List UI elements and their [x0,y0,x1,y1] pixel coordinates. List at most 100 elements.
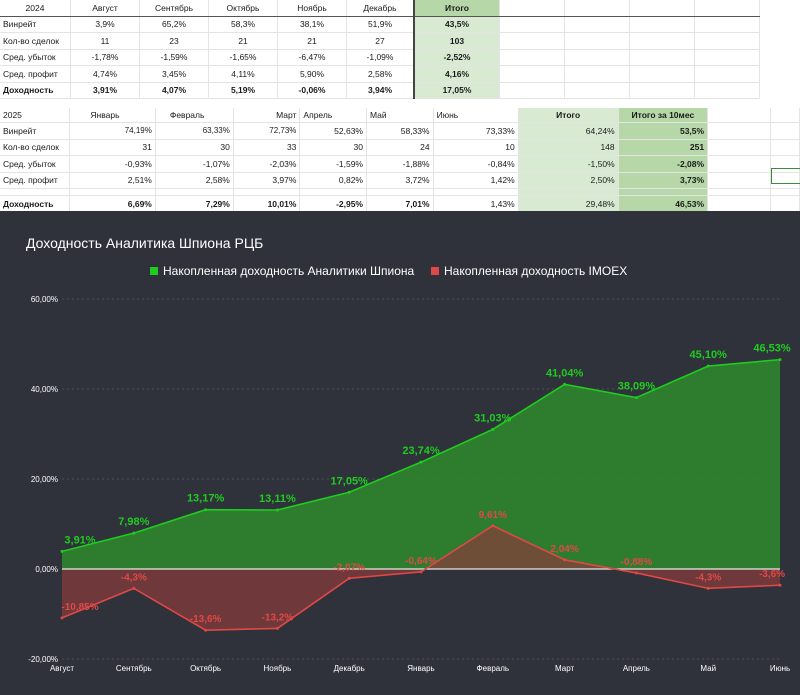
empty-cell[interactable] [694,65,760,83]
row-label[interactable]: Сред. профит [0,172,71,189]
total10-cell[interactable]: 251 [618,139,709,156]
empty-cell[interactable] [770,195,800,213]
cell[interactable]: 3,9% [70,16,140,33]
cell[interactable]: 51,9% [346,16,415,33]
cell[interactable]: 11 [70,32,140,50]
cell[interactable]: -1,07% [155,155,234,173]
row-label[interactable]: Сред. убыток [0,155,71,173]
total10-cell[interactable]: 3,73% [618,172,709,189]
empty-cell[interactable] [499,65,565,83]
empty-cell[interactable] [629,16,695,33]
total-cell[interactable]: 2,50% [518,172,619,189]
month-header[interactable]: Август [70,0,140,17]
cell[interactable]: 4,07% [139,82,209,99]
cell[interactable]: 65,2% [139,16,209,33]
month-header[interactable]: Февраль [155,108,234,123]
cell[interactable]: 2,58% [155,172,234,189]
total10-cell[interactable]: 53,5% [618,122,709,140]
total-cell[interactable]: 17,05% [414,82,500,99]
empty-cell[interactable] [770,108,800,123]
empty-cell[interactable] [69,188,156,196]
empty-cell[interactable] [499,16,565,33]
total-cell[interactable]: 4,16% [414,65,500,83]
cell[interactable]: 21 [208,32,278,50]
empty-cell[interactable] [233,188,301,196]
cell[interactable]: -0,93% [69,155,156,173]
total-cell[interactable]: -2,52% [414,49,500,66]
empty-cell[interactable] [629,82,695,99]
cell[interactable]: 52,63% [299,122,367,140]
cell[interactable]: -6,47% [277,49,347,66]
row-label[interactable]: Винрейт [0,16,71,33]
cell[interactable]: 21 [277,32,347,50]
month-header[interactable]: Декабрь [346,0,415,17]
empty-cell[interactable] [0,188,71,196]
empty-cell[interactable] [707,139,771,156]
cell[interactable]: -1,78% [70,49,140,66]
cell[interactable]: -2,03% [233,155,301,173]
empty-cell[interactable] [155,188,234,196]
empty-cell[interactable] [499,82,565,99]
cell[interactable]: 2,58% [346,65,415,83]
cell[interactable]: 30 [155,139,234,156]
cell[interactable]: 3,97% [233,172,301,189]
month-header[interactable]: Апрель [299,108,367,123]
cell[interactable]: 7,01% [366,195,434,213]
cell[interactable]: 1,43% [433,195,519,213]
empty-cell[interactable] [770,122,800,140]
empty-cell[interactable] [564,32,630,50]
cell[interactable]: 73,33% [433,122,519,140]
cell[interactable]: -1,09% [346,49,415,66]
cell[interactable]: 23 [139,32,209,50]
total-cell[interactable]: 148 [518,139,619,156]
row-label[interactable]: Доходность [0,195,71,213]
total-cell[interactable]: 43,5% [414,16,500,33]
cell[interactable]: 58,33% [366,122,434,140]
cell[interactable]: 6,69% [69,195,156,213]
month-header[interactable]: Октябрь [208,0,278,17]
total-cell[interactable]: -1,50% [518,155,619,173]
empty-cell[interactable] [629,32,695,50]
row-label[interactable]: Кол-во сделок [0,32,71,50]
cell[interactable]: 3,91% [70,82,140,99]
cell[interactable]: -2,95% [299,195,367,213]
cell[interactable]: 24 [366,139,434,156]
cell[interactable]: 10 [433,139,519,156]
row-label[interactable]: Кол-во сделок [0,139,71,156]
empty-cell[interactable] [499,32,565,50]
empty-cell[interactable] [694,16,760,33]
empty-cell[interactable] [629,65,695,83]
cell[interactable]: 0,82% [299,172,367,189]
legend-label-series-1[interactable]: Накопленная доходность Аналитики Шпиона [163,264,415,278]
cell[interactable]: 3,72% [366,172,434,189]
cell[interactable]: 72,73% [233,122,301,140]
cell[interactable]: 30 [299,139,367,156]
empty-cell[interactable] [694,0,760,17]
cell[interactable]: 10,01% [233,195,301,213]
empty-cell[interactable] [564,65,630,83]
cell[interactable]: 1,42% [433,172,519,189]
cell[interactable]: 74,19% [69,122,156,140]
empty-cell[interactable] [770,172,800,189]
row-label[interactable]: Сред. профит [0,65,71,83]
empty-cell[interactable] [694,49,760,66]
empty-cell[interactable] [707,122,771,140]
empty-cell[interactable] [707,155,771,173]
row-label[interactable]: Сред. убыток [0,49,71,66]
empty-cell[interactable] [707,195,771,213]
total10-cell[interactable]: 46,53% [618,195,709,213]
month-header[interactable]: Май [366,108,434,123]
empty-cell[interactable] [707,188,771,196]
legend-label-series-2[interactable]: Накопленная доходность IMOEX [444,264,627,278]
total-cell[interactable]: 29,48% [518,195,619,213]
empty-cell[interactable] [299,188,367,196]
cell[interactable]: 3,45% [139,65,209,83]
empty-cell[interactable] [770,139,800,156]
empty-cell[interactable] [618,188,709,196]
empty-cell[interactable] [770,188,800,196]
cell[interactable]: -0,84% [433,155,519,173]
month-header[interactable]: Июнь [433,108,519,123]
empty-cell[interactable] [433,188,519,196]
total10-header[interactable]: Итого за 10мес [618,108,709,123]
cell[interactable]: -1,65% [208,49,278,66]
